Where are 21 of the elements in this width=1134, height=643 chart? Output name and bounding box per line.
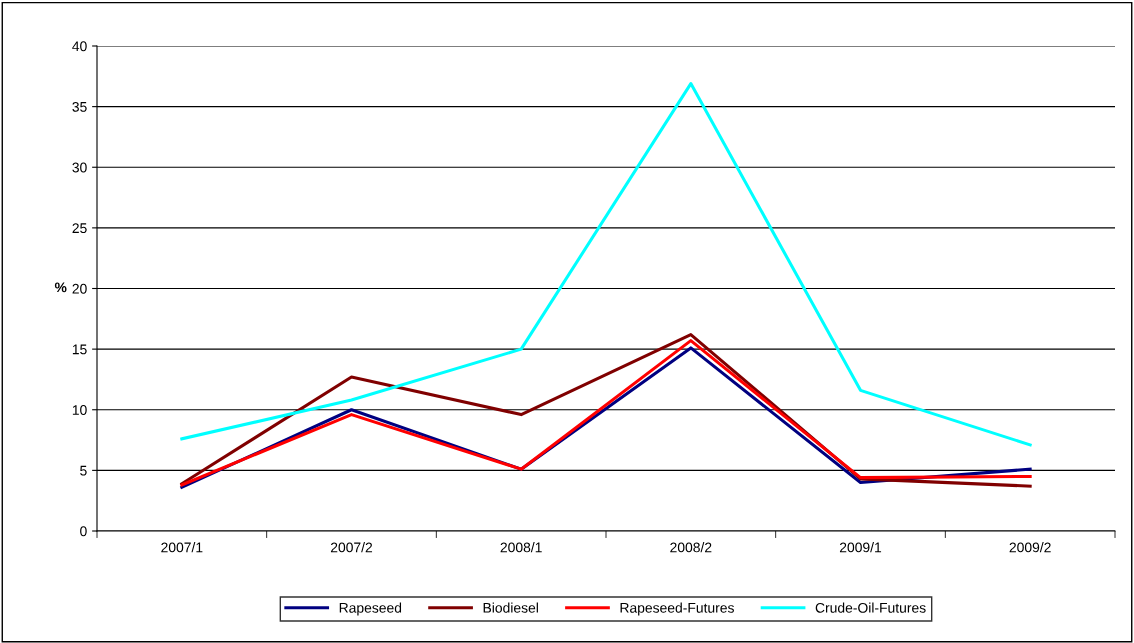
legend-label: Crude-Oil-Futures [815, 602, 926, 613]
x-tick-label: 2007/1 [161, 542, 203, 553]
legend-label: Biodiesel [483, 602, 538, 613]
legend-label: Rapeseed-Futures [620, 602, 734, 616]
x-tick-label: 2009/1 [839, 542, 882, 553]
x-tick-label: 2007/2 [330, 542, 373, 553]
x-tick-label: 2008/2 [670, 542, 712, 553]
y-tick-label: 40 [72, 41, 87, 52]
y-tick-label: 10 [72, 405, 87, 415]
y-tick-label: 5 [80, 465, 87, 476]
y-tick-label: 30 [72, 162, 87, 173]
y-tick-label: 0 [80, 526, 87, 537]
legend-label: Rapeseed [339, 602, 402, 616]
y-tick-label: 35 [72, 101, 87, 112]
y-tick-label: 20 [72, 283, 87, 294]
y-tick-label: 15 [72, 344, 87, 355]
line-series [180, 82, 1032, 447]
x-tick-label: 2008/1 [500, 542, 542, 553]
y-axis-title: % [54, 282, 67, 293]
y-tick-label: 25 [72, 223, 87, 234]
x-tick-label: 2009/2 [1009, 542, 1051, 553]
